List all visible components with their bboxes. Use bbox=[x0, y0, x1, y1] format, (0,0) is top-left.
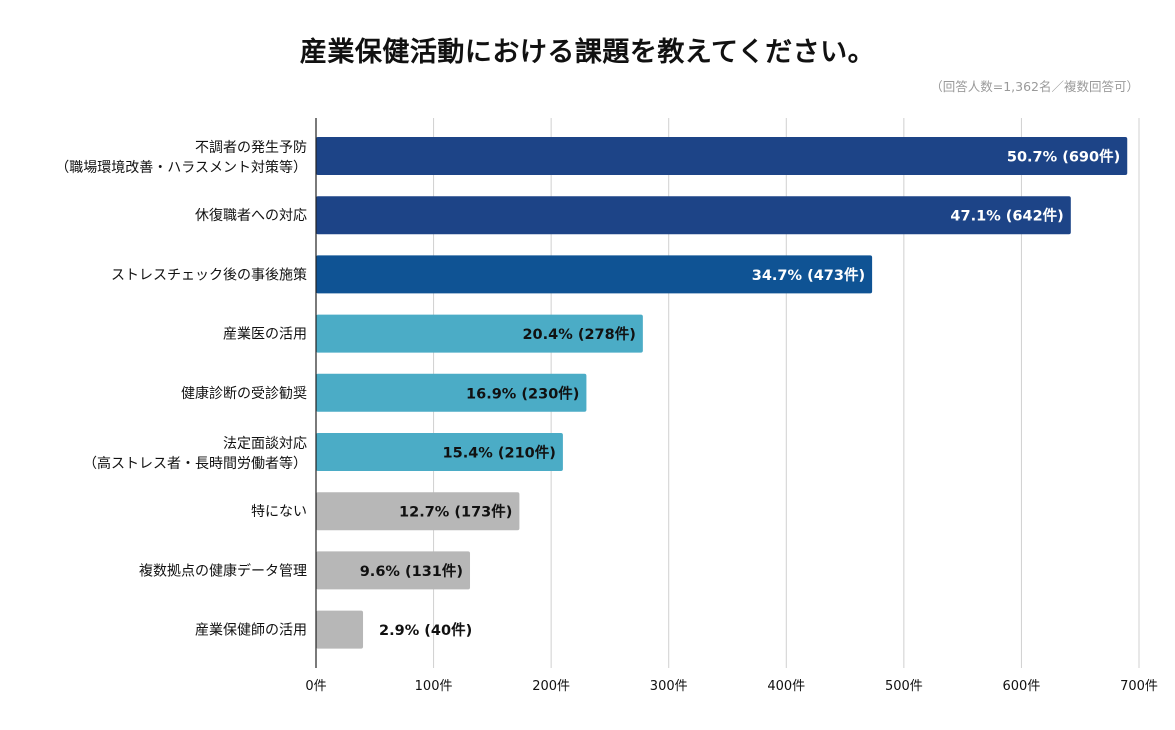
bar bbox=[316, 492, 520, 531]
x-tick-label: 200件 bbox=[532, 679, 570, 694]
x-tick-label: 600件 bbox=[1003, 679, 1041, 694]
x-tick-label: 300件 bbox=[650, 679, 688, 694]
value-label: 34.7% (473件) bbox=[752, 266, 865, 284]
value-label: 50.7% (690件) bbox=[1007, 148, 1120, 166]
bar bbox=[316, 610, 364, 649]
x-axis-ticks: 0件 100件 200件 300件 400件 500件 600件 700件 bbox=[305, 679, 1158, 694]
x-tick-label: 700件 bbox=[1120, 679, 1158, 694]
value-label: 9.6% (131件) bbox=[360, 562, 463, 580]
value-label: 15.4% (210件) bbox=[443, 444, 556, 462]
chart-subtitle: （回答人数=1,362名／複数回答可） bbox=[930, 79, 1139, 94]
bars bbox=[316, 137, 1128, 649]
value-labels: 50.7% (690件) 47.1% (642件) 34.7% (473件) 20.4… bbox=[360, 148, 1121, 640]
bar bbox=[316, 196, 1071, 235]
x-tick-label: 500件 bbox=[885, 679, 923, 694]
category-label: 休復職者への対応 bbox=[195, 207, 307, 224]
bar bbox=[316, 433, 563, 471]
value-label: 16.9% (230件) bbox=[466, 384, 579, 402]
category-label: 健康診断の受診勧奨 bbox=[181, 385, 307, 402]
bar bbox=[316, 314, 643, 353]
category-label: 産業保健師の活用 bbox=[195, 623, 307, 639]
bar bbox=[316, 551, 471, 590]
category-label: 産業医の活用 bbox=[223, 327, 307, 343]
x-tick-label: 400件 bbox=[767, 679, 805, 694]
category-label: ストレスチェック後の事後施策 bbox=[111, 266, 307, 283]
x-tick-label: 0件 bbox=[305, 679, 326, 694]
chart-title: 産業保健活動における課題を教えてください。 bbox=[299, 37, 876, 68]
category-label: 特にない bbox=[251, 504, 307, 520]
bar bbox=[316, 373, 587, 412]
category-label: 不調者の発生予防（職場環境改善・ハラスメント対策等） bbox=[55, 140, 307, 176]
category-labels: 不調者の発生予防（職場環境改善・ハラスメント対策等） 休復職者への対応ストレスチェ… bbox=[55, 140, 307, 639]
category-label: 法定面談対応（高ストレス者・長時間労働者等） bbox=[83, 436, 307, 472]
bar bbox=[316, 255, 873, 294]
value-label: 2.9% (40件) bbox=[379, 621, 472, 639]
bar bbox=[316, 137, 1128, 175]
category-label: 複数拠点の健康データ管理 bbox=[139, 562, 307, 579]
x-tick-label: 100件 bbox=[415, 679, 453, 694]
value-label: 12.7% (173件) bbox=[399, 503, 512, 521]
value-label: 47.1% (642件) bbox=[950, 207, 1063, 225]
value-label: 20.4% (278件) bbox=[522, 325, 635, 343]
